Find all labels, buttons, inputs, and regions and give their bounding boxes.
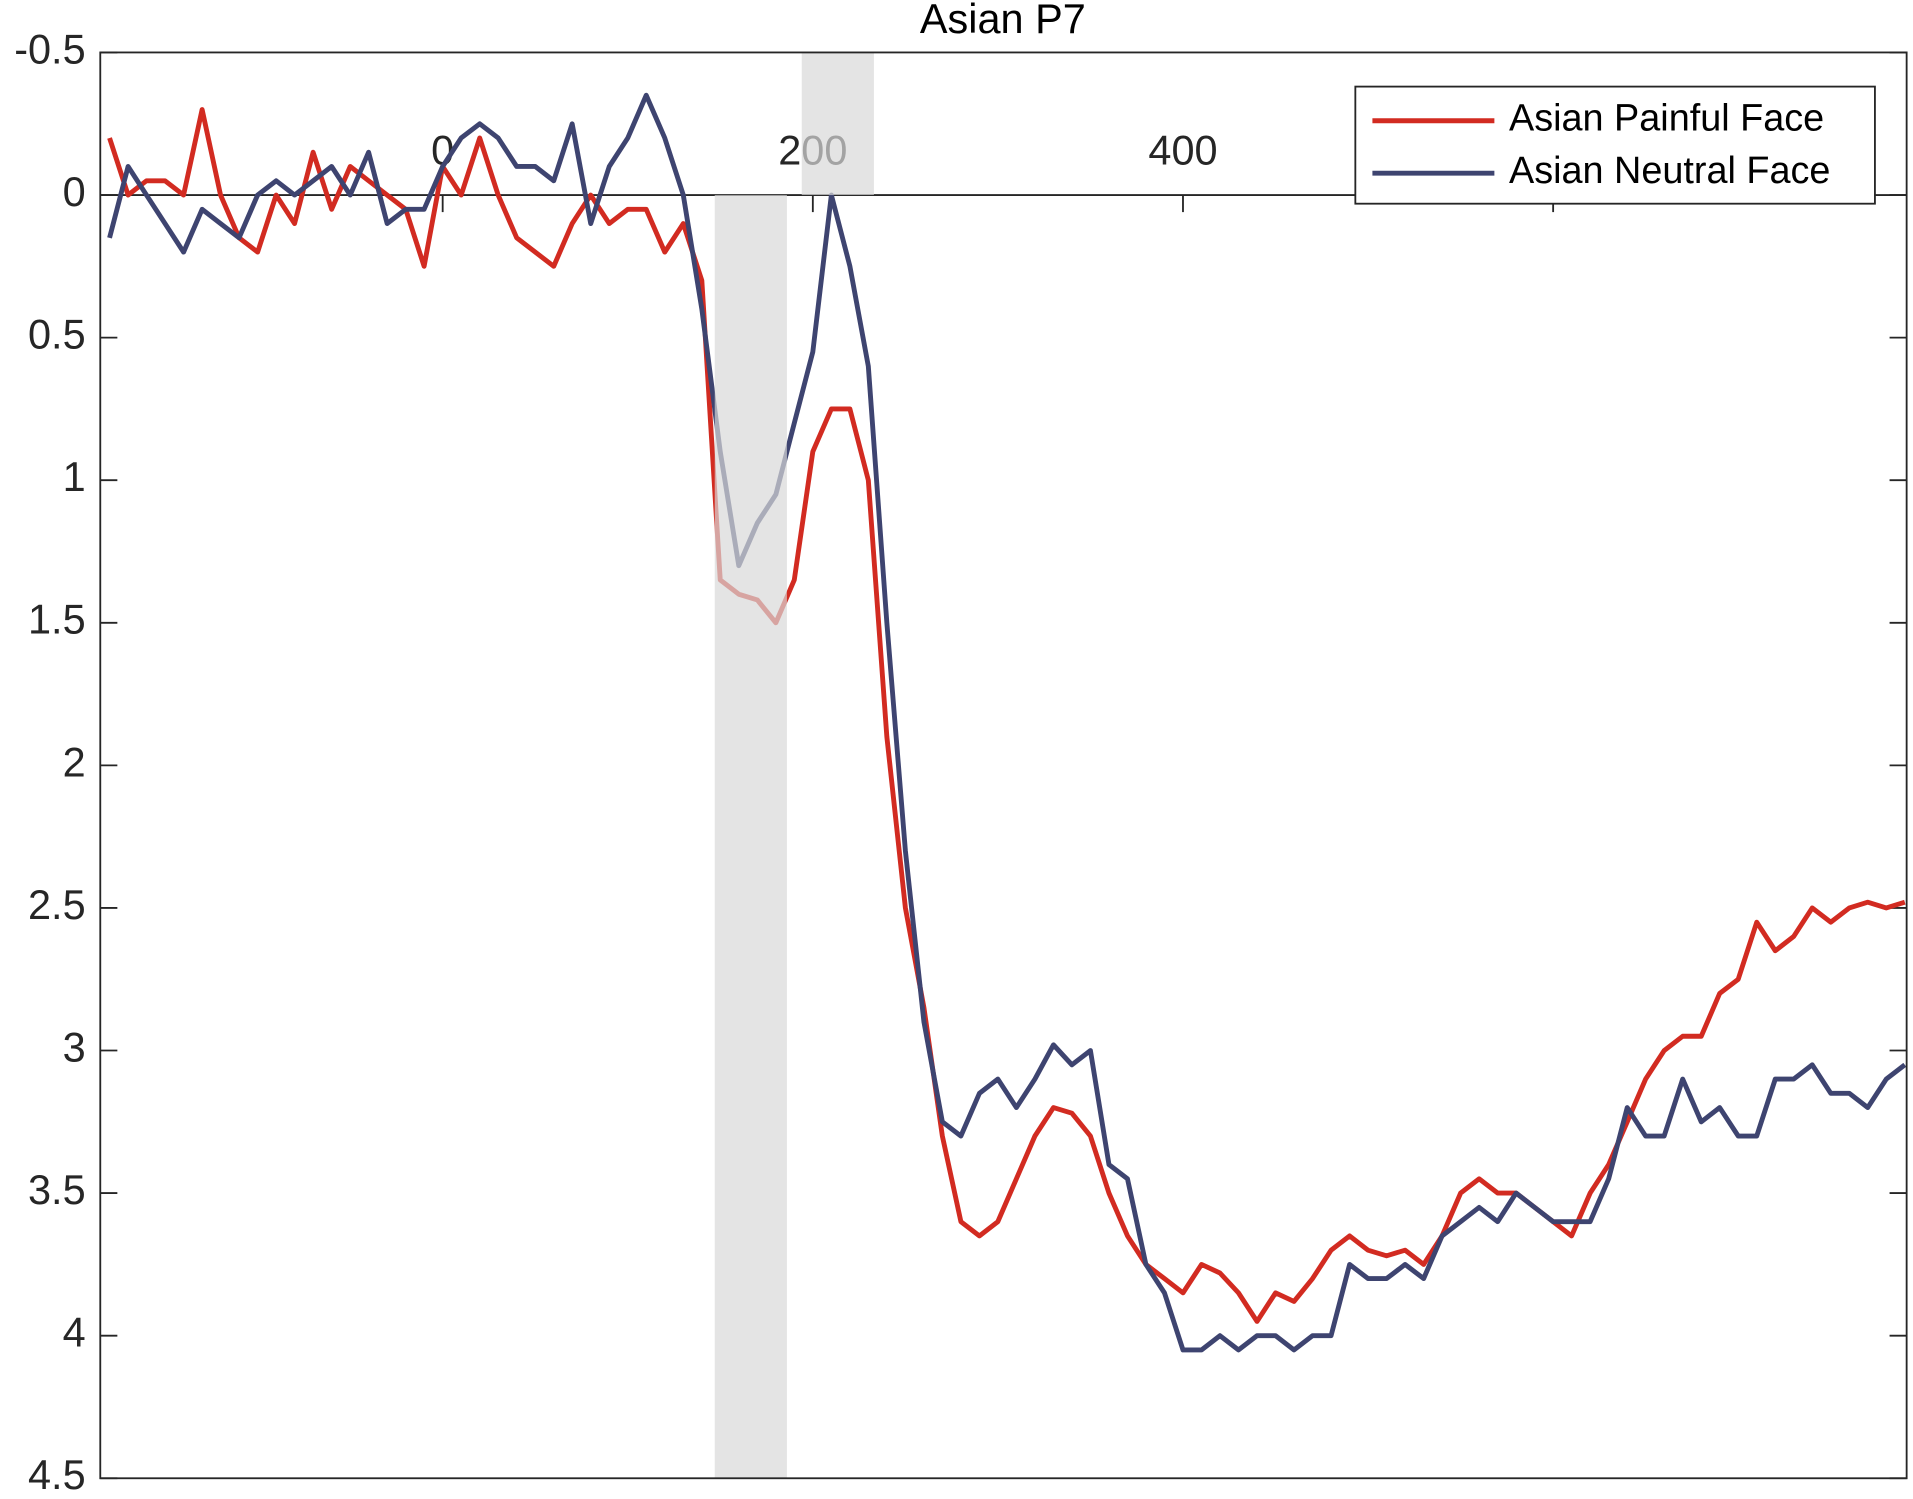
legend-box <box>1354 85 1876 205</box>
shaded-region <box>714 195 787 1479</box>
chart-title: Asian P7 <box>920 0 1086 42</box>
y-tick-label: 1 <box>63 453 86 500</box>
y-tick-label: 2.5 <box>28 881 86 928</box>
y-tick-label: 3 <box>63 1023 86 1070</box>
y-tick-label: 0 <box>63 168 86 215</box>
legend-label: Asian Neutral Face <box>1509 150 1830 192</box>
series-line <box>107 107 1906 1324</box>
y-tick-label: 0.5 <box>28 311 86 358</box>
y-tick-label: 1.5 <box>28 596 86 643</box>
series-line <box>107 92 1907 1353</box>
plot-frame <box>99 51 1908 1480</box>
y-tick-label: 3.5 <box>28 1166 86 1213</box>
y-tick-label: 4 <box>63 1309 86 1356</box>
y-tick-label: 4.5 <box>28 1451 86 1498</box>
y-tick-label: -0.5 <box>14 25 85 72</box>
x-tick-label: 400 <box>1148 127 1217 174</box>
legend-label: Asian Painful Face <box>1509 98 1824 140</box>
shaded-region <box>801 52 874 196</box>
y-tick-label: 2 <box>63 738 86 785</box>
